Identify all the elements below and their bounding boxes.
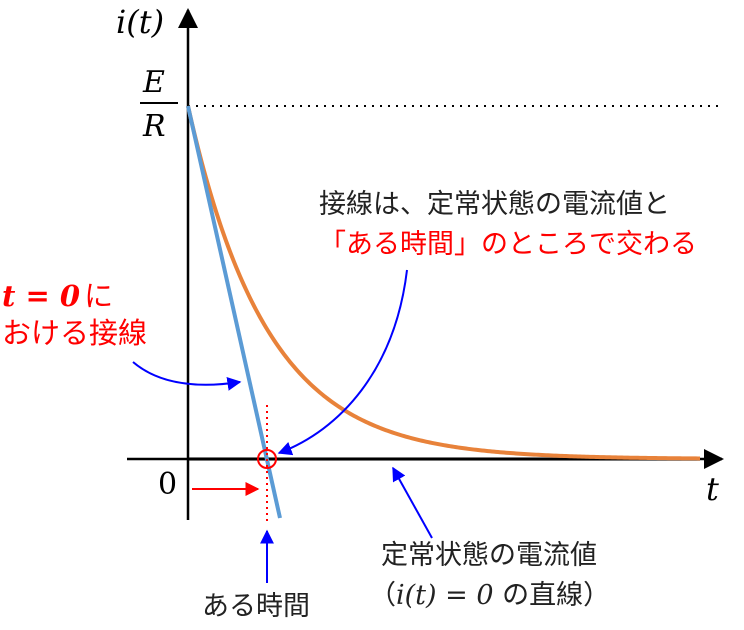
time-label: ある時間 — [202, 591, 310, 622]
y-axis-label: i(t) — [116, 3, 164, 41]
x-axis-label: t — [706, 470, 719, 508]
tangent-label-line2: おける接線 — [2, 316, 147, 350]
steady-pointer-arrow — [392, 466, 433, 539]
steady-label-line2: （i(t) = 0 の直線） — [369, 580, 610, 611]
origin-label: 0 — [158, 467, 177, 502]
level-denominator: R — [142, 109, 166, 144]
decay-curve — [186, 105, 701, 461]
intersection-circle — [257, 449, 277, 469]
tangent-line — [186, 105, 282, 519]
intersection-pointer-arrow — [277, 269, 408, 456]
steady-label-line1: 定常状態の電流値 — [381, 540, 597, 571]
level-numerator: E — [142, 65, 165, 100]
intersection-text-line1: 接線は、定常状態の電流値と — [319, 189, 670, 220]
tangent-pointer-arrow — [132, 361, 242, 391]
intersection-text-line2: 「ある時間」のところで交わる — [319, 229, 697, 260]
